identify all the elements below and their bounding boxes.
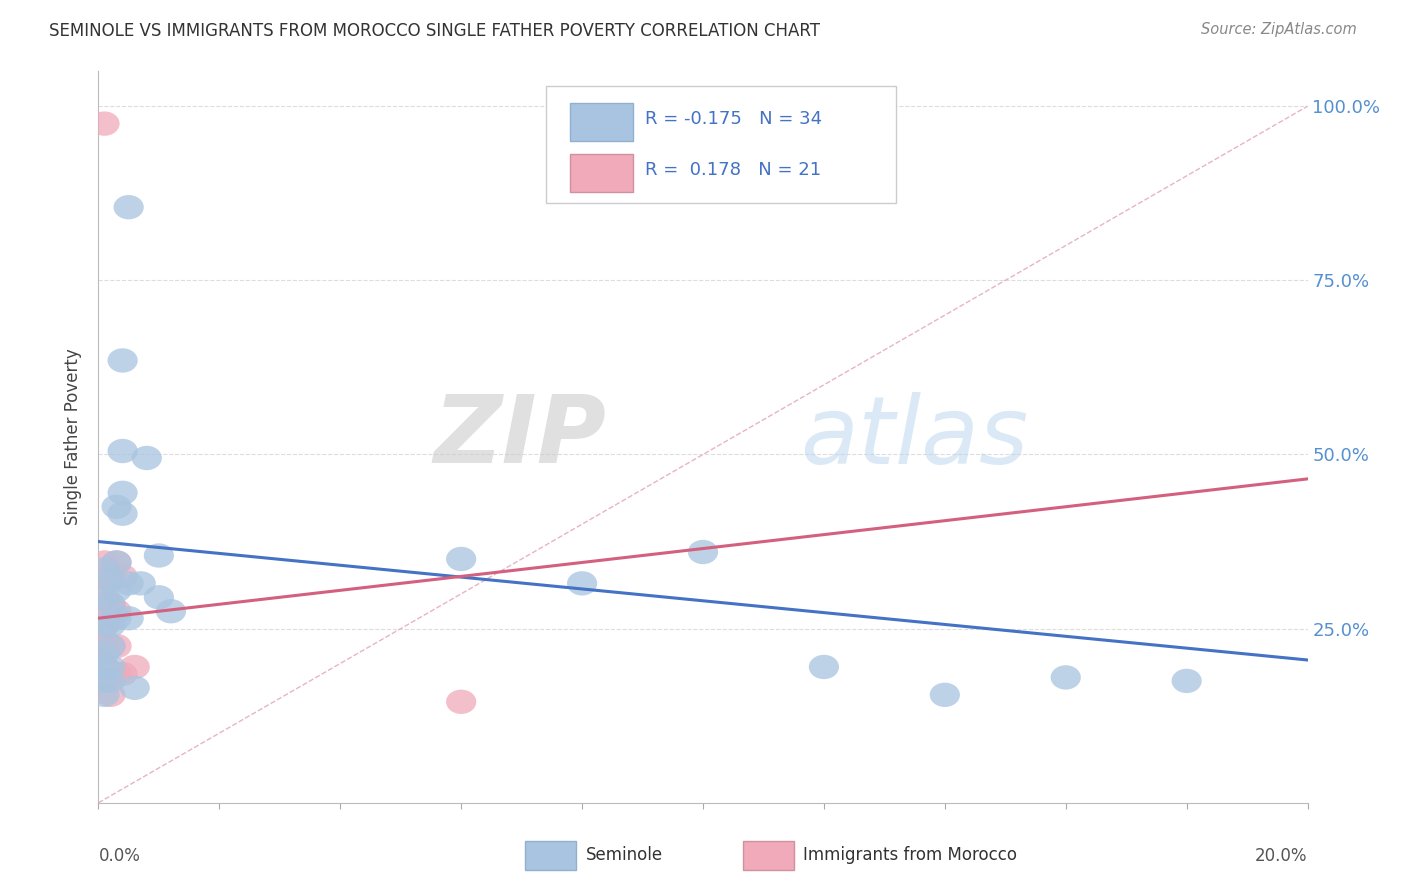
Ellipse shape [96,592,125,616]
Ellipse shape [156,599,186,624]
Ellipse shape [101,550,132,574]
Ellipse shape [143,543,174,567]
Ellipse shape [96,565,125,589]
Ellipse shape [107,501,138,526]
Ellipse shape [90,640,120,665]
Ellipse shape [101,494,132,519]
Ellipse shape [90,592,120,616]
Ellipse shape [143,585,174,609]
Ellipse shape [567,571,598,596]
Text: ZIP: ZIP [433,391,606,483]
Ellipse shape [107,481,138,505]
Ellipse shape [107,439,138,463]
Ellipse shape [114,606,143,631]
Ellipse shape [96,669,125,693]
Ellipse shape [90,613,120,638]
Ellipse shape [96,662,125,686]
Ellipse shape [107,565,138,589]
FancyBboxPatch shape [546,86,897,203]
Ellipse shape [101,662,132,686]
Ellipse shape [90,112,120,136]
Ellipse shape [107,662,138,686]
Ellipse shape [90,558,120,582]
Ellipse shape [101,606,132,631]
Ellipse shape [1050,665,1081,690]
Ellipse shape [132,446,162,470]
Ellipse shape [101,578,132,602]
Ellipse shape [107,348,138,373]
Text: Seminole: Seminole [586,847,662,864]
Ellipse shape [1171,669,1202,693]
Ellipse shape [90,655,120,679]
Ellipse shape [96,567,125,592]
Ellipse shape [114,571,143,596]
Ellipse shape [90,634,120,658]
Ellipse shape [101,599,132,624]
Ellipse shape [929,682,960,707]
Ellipse shape [96,655,125,679]
Ellipse shape [90,550,120,574]
Text: 20.0%: 20.0% [1256,847,1308,864]
FancyBboxPatch shape [569,103,633,141]
Ellipse shape [90,655,120,679]
FancyBboxPatch shape [526,841,576,870]
Ellipse shape [808,655,839,679]
Ellipse shape [446,690,477,714]
Ellipse shape [90,682,120,707]
Ellipse shape [96,634,125,658]
Text: Immigrants from Morocco: Immigrants from Morocco [803,847,1018,864]
Text: 0.0%: 0.0% [98,847,141,864]
Y-axis label: Single Father Poverty: Single Father Poverty [65,349,83,525]
Ellipse shape [90,585,120,609]
Ellipse shape [688,540,718,565]
Ellipse shape [125,571,156,596]
Ellipse shape [101,550,132,574]
Ellipse shape [120,675,150,700]
Text: R =  0.178   N = 21: R = 0.178 N = 21 [645,161,821,179]
FancyBboxPatch shape [569,154,633,192]
Ellipse shape [90,669,120,693]
Ellipse shape [96,613,125,638]
Ellipse shape [90,571,120,596]
Ellipse shape [96,682,125,707]
Text: R = -0.175   N = 34: R = -0.175 N = 34 [645,110,823,128]
Ellipse shape [101,634,132,658]
Ellipse shape [90,613,120,638]
Ellipse shape [446,547,477,571]
Ellipse shape [114,195,143,219]
FancyBboxPatch shape [742,841,794,870]
Ellipse shape [96,592,125,616]
Text: SEMINOLE VS IMMIGRANTS FROM MOROCCO SINGLE FATHER POVERTY CORRELATION CHART: SEMINOLE VS IMMIGRANTS FROM MOROCCO SING… [49,22,820,40]
Text: Source: ZipAtlas.com: Source: ZipAtlas.com [1201,22,1357,37]
Ellipse shape [96,634,125,658]
Ellipse shape [90,669,120,693]
Text: atlas: atlas [800,392,1028,483]
Ellipse shape [120,655,150,679]
